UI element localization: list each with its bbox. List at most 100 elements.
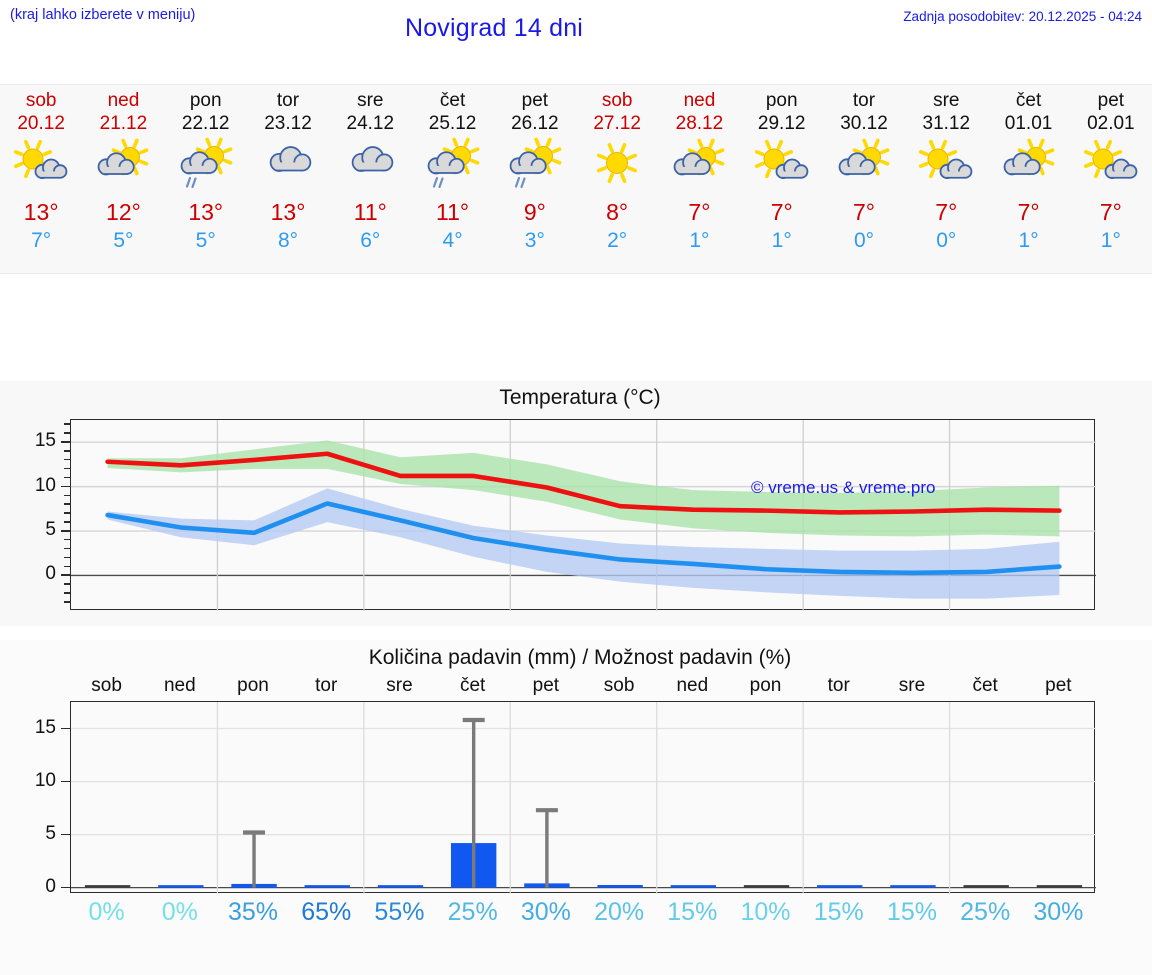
day-column[interactable]: sre 31.12 7° 0° xyxy=(907,85,985,255)
day-name: čet xyxy=(1015,90,1042,111)
day-min-temp: 0° xyxy=(853,229,875,252)
day-min-temp: 8° xyxy=(277,229,299,252)
day-max-temp: 13° xyxy=(23,199,59,225)
day-column[interactable]: tor 30.12 7° 0° xyxy=(825,85,903,255)
temperature-chart-title: Temperatura (°C) xyxy=(499,386,661,409)
day-column[interactable]: ned 28.12 7° 1° xyxy=(660,85,738,255)
y-axis-tick xyxy=(64,583,70,585)
y-axis-tick xyxy=(64,512,70,514)
y-axis-tick xyxy=(64,565,70,568)
day-date: 02.01 xyxy=(1087,113,1135,134)
y-axis-tick xyxy=(61,485,70,488)
day-max-temp: 7° xyxy=(1099,199,1122,225)
day-date: 24.12 xyxy=(346,113,395,134)
day-max-temp: 7° xyxy=(688,199,711,225)
day-column[interactable]: ned 21.12 12° 5° xyxy=(84,85,162,255)
day-date: 31.12 xyxy=(922,113,971,134)
precipitation-day-labels: sob ned pon tor sre čet pet sob ned pon tor sre čet p… xyxy=(0,675,1152,699)
day-column[interactable]: sre 24.12 11° 6° xyxy=(331,85,409,255)
day-column[interactable]: sob 27.12 8° 2° xyxy=(578,85,656,255)
day-max-temp: 7° xyxy=(853,199,875,225)
weather-icon-sun-cloud xyxy=(1072,137,1150,195)
day-name: čet xyxy=(439,90,466,111)
day-name: sre xyxy=(357,90,384,111)
precipitation-day-label: sob xyxy=(603,675,635,696)
day-max-temp: 7° xyxy=(1017,199,1040,225)
precipitation-day-label: pet xyxy=(532,675,560,696)
day-name: pet xyxy=(1097,90,1125,111)
precipitation-probability: 10% xyxy=(740,898,791,926)
page-title: Novigrad 14 dni xyxy=(404,14,584,42)
day-column[interactable]: pon 29.12 7° 1° xyxy=(743,85,821,255)
y-axis-tick xyxy=(64,521,70,523)
day-date: 22.12 xyxy=(181,113,230,134)
day-max-temp: 11° xyxy=(353,199,387,225)
day-column[interactable]: pet 02.01 7° 1° xyxy=(1072,85,1150,255)
temperature-chart-plot: © vreme.us & vreme.pro xyxy=(70,419,1096,611)
y-axis-tick xyxy=(61,780,70,783)
day-column[interactable]: pet 26.12 9° 3° xyxy=(496,85,574,255)
precipitation-day-label: sre xyxy=(386,675,413,696)
day-name: pon xyxy=(189,90,222,111)
y-axis-label: 5 xyxy=(45,519,56,541)
day-max-temp: 8° xyxy=(606,199,629,225)
day-column[interactable]: čet 01.01 7° 1° xyxy=(990,85,1068,255)
day-name: tor xyxy=(276,90,300,111)
weather-icon-cloud-sun xyxy=(990,137,1068,195)
day-max-temp: 13° xyxy=(188,199,224,225)
y-axis-tick xyxy=(61,574,70,576)
day-date: 21.12 xyxy=(99,113,148,134)
y-axis-tick xyxy=(64,467,70,470)
day-max-temp: 7° xyxy=(935,199,958,225)
day-name: ned xyxy=(107,90,140,111)
day-max-temp: 12° xyxy=(106,199,141,225)
day-max-temp: 11° xyxy=(436,199,470,225)
precipitation-probability: 15% xyxy=(886,898,937,926)
day-column[interactable]: pon 22.12 13° 5° xyxy=(167,85,245,255)
y-axis-tick xyxy=(64,538,70,541)
y-axis-tick xyxy=(64,547,70,550)
precipitation-chart-plot xyxy=(70,701,1096,894)
day-min-temp: 4° xyxy=(442,229,463,252)
y-axis-label: 10 xyxy=(34,769,56,791)
y-axis-tick xyxy=(64,503,70,505)
y-axis-label: 5 xyxy=(45,822,56,844)
day-min-temp: 5° xyxy=(113,229,134,252)
day-name: sre xyxy=(933,90,960,111)
precipitation-probability: 0% xyxy=(161,898,198,926)
y-axis-tick xyxy=(61,727,70,730)
weather-icon-cloud-sun xyxy=(84,137,162,195)
y-axis-label: 0 xyxy=(45,875,56,897)
precipitation-chart-title: Količina padavin (mm) / Možnost padavin … xyxy=(368,646,792,669)
day-name: sob xyxy=(601,90,633,111)
y-axis-tick xyxy=(61,441,70,443)
precipitation-probability: 20% xyxy=(594,898,645,926)
precipitation-y-axis: 0 5 10 15 xyxy=(0,701,70,897)
day-date: 30.12 xyxy=(840,113,888,134)
day-column[interactable]: čet 25.12 11° 4° xyxy=(414,85,492,255)
day-name: pon xyxy=(765,90,798,111)
y-axis-tick xyxy=(64,494,70,496)
day-date: 27.12 xyxy=(593,113,641,134)
weather-icon-cloud xyxy=(249,137,327,195)
day-min-temp: 1° xyxy=(771,229,792,252)
precipitation-probability: 65% xyxy=(301,898,352,926)
day-column[interactable]: sob 20.12 13° 7° xyxy=(2,85,80,255)
menu-hint: (kraj lahko izberete v meniju) xyxy=(10,7,196,23)
day-date: 26.12 xyxy=(511,113,559,134)
day-min-temp: 7° xyxy=(31,229,52,252)
y-axis-label: 0 xyxy=(45,563,56,585)
day-date: 01.01 xyxy=(1004,113,1053,134)
weather-icon-cloud-sun-rain xyxy=(496,137,574,195)
precipitation-day-label: sob xyxy=(91,675,122,696)
precipitation-probability: 30% xyxy=(520,898,571,926)
precipitation-day-label: sre xyxy=(898,675,926,696)
day-min-temp: 0° xyxy=(936,229,957,252)
weather-icon-cloud xyxy=(331,137,409,195)
weather-icon-sun-cloud xyxy=(2,137,80,195)
weather-icon-sun-cloud xyxy=(907,137,985,195)
y-axis-tick xyxy=(64,556,70,559)
weather-icon-cloud-sun xyxy=(660,137,738,195)
temperature-y-axis: 0 5 10 15 xyxy=(0,419,70,610)
day-column[interactable]: tor 23.12 13° 8° xyxy=(249,85,327,255)
